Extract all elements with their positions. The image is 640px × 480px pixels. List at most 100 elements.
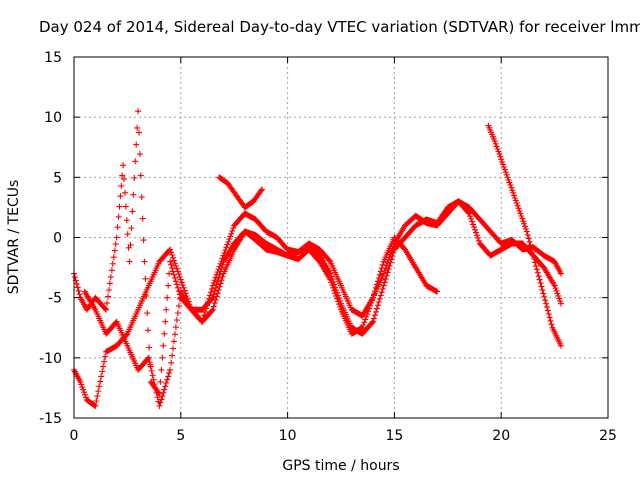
data-point bbox=[79, 297, 82, 299]
data-point bbox=[254, 234, 257, 236]
data-point bbox=[287, 254, 289, 257]
data-point bbox=[560, 273, 562, 275]
data-point bbox=[479, 218, 481, 221]
data-point bbox=[487, 124, 489, 127]
data-point bbox=[233, 224, 235, 227]
data-point bbox=[190, 309, 193, 311]
y-axis-label: SDTVAR / TECUs bbox=[6, 180, 22, 295]
data-point bbox=[560, 345, 562, 347]
x-tick-label: 15 bbox=[385, 428, 403, 444]
series-track-4 bbox=[485, 122, 564, 349]
data-point bbox=[351, 333, 353, 335]
data-point bbox=[169, 369, 171, 371]
chart-title: Day 024 of 2014, Sidereal Day-to-day VTE… bbox=[39, 18, 640, 36]
data-point bbox=[126, 345, 128, 347]
data-point bbox=[351, 309, 353, 311]
data-point bbox=[554, 285, 556, 287]
data-point bbox=[500, 242, 502, 245]
data-point bbox=[393, 236, 395, 239]
data-point bbox=[254, 239, 257, 241]
data-point bbox=[122, 164, 124, 166]
data-point bbox=[94, 309, 96, 311]
data-point bbox=[287, 248, 289, 251]
y-tick-label: -5 bbox=[48, 291, 62, 307]
data-point bbox=[212, 297, 214, 299]
data-point bbox=[105, 309, 107, 311]
data-point bbox=[143, 260, 146, 263]
data-point bbox=[212, 309, 214, 311]
data-point bbox=[539, 279, 541, 281]
data-point bbox=[372, 321, 374, 323]
data-point bbox=[235, 194, 237, 196]
data-point bbox=[383, 273, 385, 275]
data-point bbox=[526, 230, 528, 233]
y-tick-label: 0 bbox=[53, 231, 62, 247]
data-point bbox=[105, 351, 107, 353]
data-point bbox=[372, 297, 374, 299]
x-tick-label: 5 bbox=[176, 428, 185, 444]
data-point bbox=[500, 158, 502, 160]
data-point bbox=[554, 260, 556, 263]
data-point bbox=[425, 222, 428, 224]
data-point bbox=[128, 260, 131, 263]
data-point bbox=[79, 381, 82, 383]
data-point bbox=[308, 242, 310, 245]
data-point bbox=[532, 254, 534, 257]
data-point bbox=[169, 260, 171, 263]
data-point bbox=[233, 248, 235, 251]
data-point bbox=[383, 260, 385, 263]
data-point bbox=[84, 291, 86, 293]
data-point bbox=[148, 285, 150, 287]
data-point bbox=[116, 345, 118, 347]
data-point bbox=[511, 239, 513, 241]
data-point bbox=[158, 393, 161, 395]
y-tick-label: 10 bbox=[44, 110, 62, 126]
data-point bbox=[265, 242, 267, 245]
x-axis-label: GPS time / hours bbox=[282, 458, 399, 474]
data-point bbox=[329, 260, 331, 263]
data-point bbox=[94, 405, 96, 407]
data-point bbox=[126, 333, 128, 335]
data-point bbox=[297, 251, 299, 253]
data-point bbox=[340, 285, 342, 287]
data-point bbox=[94, 297, 96, 299]
data-point bbox=[180, 291, 182, 293]
data-point bbox=[158, 405, 161, 407]
data-point bbox=[361, 333, 363, 335]
y-tick-label: 15 bbox=[44, 50, 62, 66]
data-point bbox=[425, 285, 428, 287]
data-point bbox=[447, 212, 449, 215]
data-point bbox=[500, 248, 502, 251]
data-point bbox=[265, 230, 267, 233]
y-tick-label: -15 bbox=[39, 411, 62, 427]
data-point bbox=[150, 381, 152, 383]
data-point bbox=[415, 224, 417, 227]
data-point bbox=[201, 309, 203, 311]
data-point bbox=[158, 260, 161, 263]
data-point bbox=[383, 285, 385, 287]
data-point bbox=[489, 230, 492, 233]
series-track-3 bbox=[81, 228, 441, 409]
data-point bbox=[545, 303, 547, 305]
data-point bbox=[297, 258, 299, 260]
data-point bbox=[148, 357, 150, 359]
data-point bbox=[319, 248, 321, 251]
data-point bbox=[254, 218, 257, 221]
data-point bbox=[180, 279, 182, 281]
data-point bbox=[404, 248, 406, 251]
data-point bbox=[543, 254, 545, 257]
data-point bbox=[116, 321, 118, 323]
data-point bbox=[489, 254, 492, 257]
data-point bbox=[222, 273, 225, 275]
data-point bbox=[532, 246, 534, 248]
data-point bbox=[361, 327, 363, 329]
data-point bbox=[513, 194, 515, 196]
y-tick-label: -10 bbox=[39, 351, 62, 367]
data-point bbox=[436, 224, 438, 227]
data-point bbox=[340, 309, 342, 311]
x-tick-label: 0 bbox=[70, 428, 79, 444]
data-point bbox=[116, 236, 118, 239]
data-layer bbox=[71, 108, 564, 409]
